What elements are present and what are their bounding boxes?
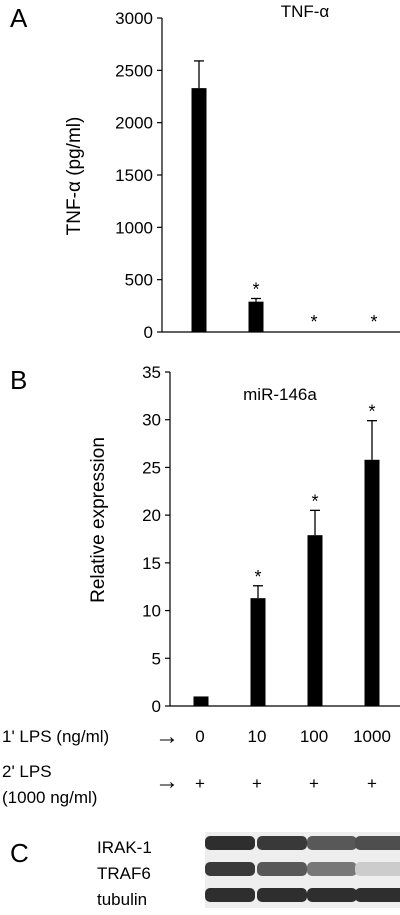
bar	[250, 598, 266, 706]
lps2-value: +	[195, 774, 205, 793]
y-tick-label: 5	[152, 649, 161, 668]
y-tick-label: 1000	[115, 218, 153, 237]
lps1-value: 1000	[353, 727, 391, 746]
y-tick-label: 25	[142, 458, 161, 477]
mir146a-chart: miR-146a Relative expression 0 5 10 15 20 25 3…	[88, 363, 400, 716]
panel-label-b: B	[10, 365, 27, 395]
blot-band	[355, 888, 400, 902]
blot-band	[355, 862, 400, 876]
lps2-value: +	[252, 774, 262, 793]
blot-label-irak1: IRAK-1	[97, 838, 152, 857]
conditions-table: 1' LPS (ng/ml) → 0 10 100 1000 2' LPS (1…	[2, 723, 391, 807]
blot-band	[307, 888, 357, 902]
y-tick-label: 1500	[115, 166, 153, 185]
lps2-label-line2: (1000 ng/ml)	[2, 788, 97, 807]
lps2-value: +	[367, 774, 377, 793]
panel-label-c: C	[10, 838, 29, 868]
y-tick-label: 30	[142, 411, 161, 430]
significance-marker: *	[368, 402, 375, 422]
bar	[307, 535, 323, 706]
lps1-arrow-icon: →	[155, 723, 179, 750]
chart-a-title: TNF-α	[281, 2, 330, 21]
blot-band	[257, 888, 307, 902]
blot-label-traf6: TRAF6	[97, 864, 151, 883]
chart-a-ylabel: TNF-α (pg/ml)	[64, 117, 85, 236]
y-tick-label: 2000	[115, 114, 153, 133]
significance-marker: *	[252, 280, 259, 300]
lps1-label: 1' LPS (ng/ml)	[2, 727, 109, 746]
lps1-value: 100	[300, 727, 328, 746]
y-tick-label: 0	[152, 697, 161, 716]
blot-band	[355, 836, 400, 850]
bar	[191, 88, 207, 332]
y-tick-label: 0	[144, 323, 153, 342]
y-tick-label: 20	[142, 506, 161, 525]
lps2-arrow-icon: →	[155, 768, 179, 795]
blot-band	[257, 862, 307, 876]
chart-b-ylabel: Relative expression	[88, 437, 109, 603]
y-tick-label: 35	[142, 363, 161, 382]
significance-marker: *	[311, 491, 318, 511]
lps1-value: 10	[248, 727, 267, 746]
tnf-alpha-chart: TNF-α TNF-α (pg/ml) 0 500 1000 1500 2000 2500…	[64, 2, 400, 342]
lps2-label-line1: 2' LPS	[2, 762, 52, 781]
y-tick-label: 2500	[115, 61, 153, 80]
blot-band	[205, 862, 255, 876]
significance-marker: *	[310, 312, 317, 332]
blot-band	[205, 836, 255, 850]
significance-marker: *	[254, 567, 261, 587]
blot-band	[307, 862, 357, 876]
western-blot: IRAK-1 TRAF6 tubulin	[97, 832, 400, 909]
blot-band	[257, 836, 307, 850]
bar	[248, 301, 264, 332]
blot-band	[205, 888, 255, 902]
y-tick-label: 15	[142, 554, 161, 573]
y-tick-label: 10	[142, 602, 161, 621]
blot-label-tubulin: tubulin	[97, 890, 147, 909]
bar	[193, 696, 209, 706]
significance-marker: *	[370, 312, 377, 332]
y-tick-label: 500	[125, 271, 153, 290]
y-tick-label: 3000	[115, 9, 153, 28]
lps2-value: +	[309, 774, 319, 793]
bar	[364, 459, 380, 706]
chart-b-title: miR-146a	[243, 385, 317, 404]
lps1-value: 0	[195, 727, 204, 746]
blot-band	[307, 836, 357, 850]
panel-label-a: A	[10, 3, 28, 33]
